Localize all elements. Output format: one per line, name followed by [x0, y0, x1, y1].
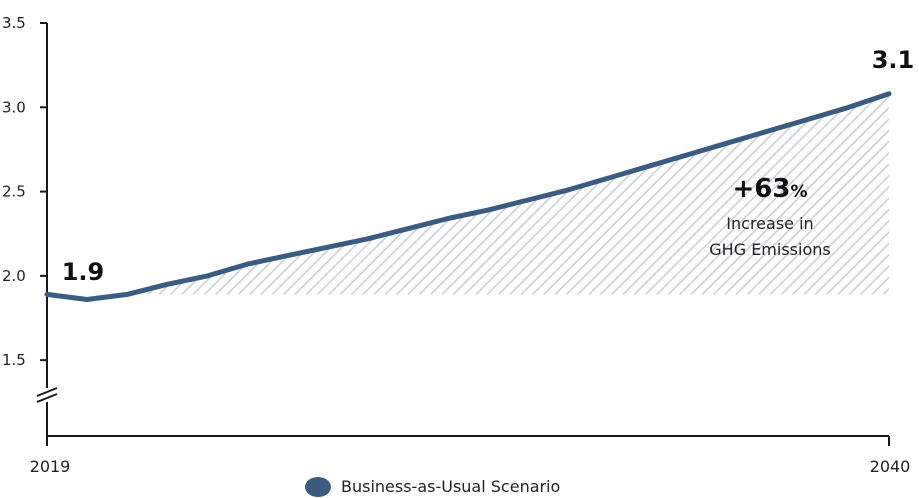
increase-shaded-area	[47, 93, 889, 295]
y-tick-label: 3.0	[2, 98, 26, 116]
legend-swatch-circle	[305, 477, 331, 497]
y-tick-label: 2.0	[2, 267, 26, 285]
percent-change-unit: %	[790, 182, 807, 202]
y-tick-label: 1.5	[2, 351, 26, 369]
business-as-usual-line	[44, 91, 892, 302]
axis-break-mark	[36, 387, 58, 403]
start-value-label: 1.9	[62, 258, 105, 286]
percent-change-value: +63	[732, 174, 790, 204]
x-tick-label-start: 2019	[30, 457, 71, 476]
chart-legend: Business-as-Usual Scenario	[305, 477, 560, 497]
y-tick-label: 2.5	[2, 183, 26, 201]
y-tick-label: 3.5	[2, 14, 26, 32]
change-note-line1: Increase in	[726, 214, 813, 233]
legend-label: Business-as-Usual Scenario	[341, 477, 561, 496]
end-value-label: 3.1	[872, 46, 915, 74]
percent-change-label: +63%	[732, 174, 807, 204]
x-tick-label-end: 2040	[870, 457, 911, 476]
change-note-line2: GHG Emissions	[709, 240, 830, 259]
